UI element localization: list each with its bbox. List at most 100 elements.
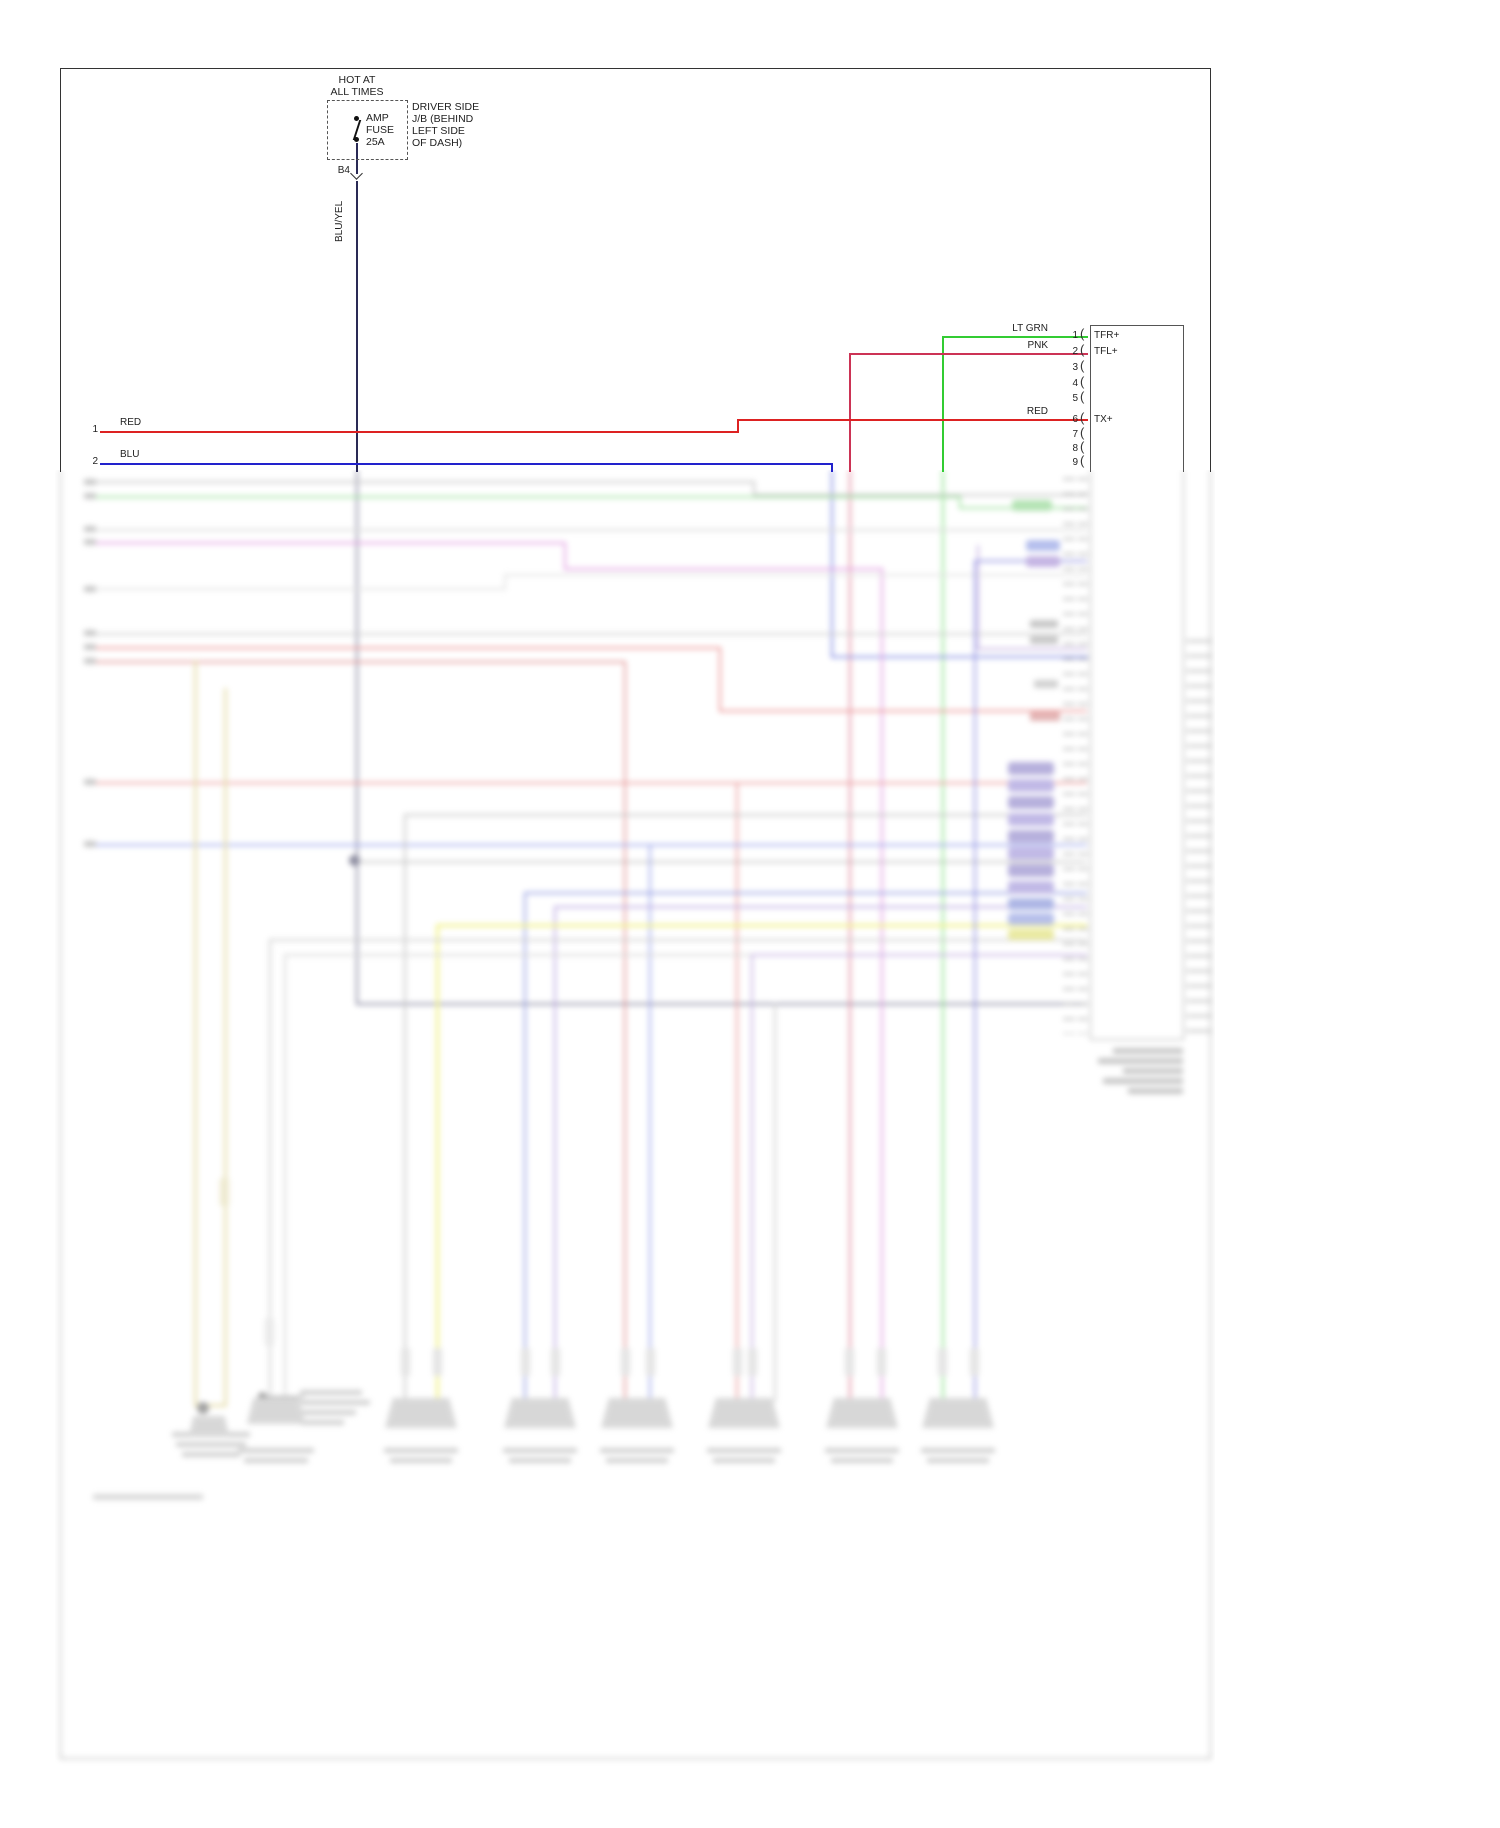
wire-segment bbox=[753, 481, 755, 496]
pin-strip bbox=[1063, 478, 1075, 1034]
terminal-bracket-icon: ( bbox=[1080, 453, 1085, 468]
pin-number: 2 bbox=[1072, 346, 1078, 357]
wire-color-label-blu-yel: BLU/YEL bbox=[334, 200, 345, 242]
wire-segment bbox=[942, 470, 944, 1402]
blur-shape bbox=[621, 1348, 630, 1376]
blur-shape bbox=[176, 1442, 246, 1447]
blur-shape bbox=[600, 1448, 674, 1453]
jb-line1: DRIVER SIDE bbox=[412, 101, 480, 113]
fuse-dashed-box bbox=[327, 100, 408, 160]
wire-segment bbox=[850, 353, 1088, 355]
pin-number: 8 bbox=[1072, 443, 1078, 454]
wire-segment bbox=[194, 1404, 227, 1407]
wire-segment bbox=[831, 656, 1088, 658]
blur-shape bbox=[258, 1392, 267, 1401]
wire-segment bbox=[719, 710, 1087, 712]
pin-strip bbox=[1078, 478, 1088, 1034]
blur-shape bbox=[84, 630, 96, 636]
wire-segment bbox=[1210, 68, 1211, 472]
hot-at-line2: ALL TIMES bbox=[330, 86, 384, 98]
fuse-terminal-dot bbox=[354, 137, 359, 142]
wire-segment bbox=[977, 545, 979, 650]
wire-segment bbox=[60, 68, 1211, 69]
blur-shape bbox=[606, 1458, 668, 1463]
wire-segment bbox=[95, 661, 626, 663]
blur-shape bbox=[1012, 500, 1052, 511]
wire-color-label-pnk: PNK bbox=[1027, 340, 1048, 351]
pin-number: 3 bbox=[1072, 362, 1078, 373]
wire-segment bbox=[554, 906, 556, 1402]
wire-segment bbox=[849, 353, 851, 472]
pin-number: 5 bbox=[1072, 393, 1078, 404]
circuit-number: 2 bbox=[92, 456, 98, 467]
connector-symbol bbox=[826, 1398, 898, 1428]
wire-segment bbox=[95, 588, 506, 590]
blur-shape bbox=[877, 1348, 886, 1376]
blur-shape bbox=[84, 479, 96, 485]
blur-shape bbox=[1008, 762, 1054, 775]
wire-segment bbox=[60, 1758, 1211, 1759]
blur-shape bbox=[265, 1318, 274, 1346]
wire-segment bbox=[262, 1396, 304, 1398]
blur-shape bbox=[182, 1452, 240, 1457]
jb-line4: OF DASH) bbox=[412, 137, 463, 149]
blur-shape bbox=[244, 1458, 308, 1463]
wire-segment bbox=[719, 647, 721, 712]
terminal-bracket-icon: ( bbox=[1080, 425, 1085, 440]
blur-shape bbox=[831, 1458, 893, 1463]
wire-segment bbox=[943, 336, 1088, 338]
blur-shape bbox=[733, 1348, 742, 1376]
blur-shape bbox=[509, 1458, 571, 1463]
blur-shape bbox=[503, 1448, 577, 1453]
blur-shape bbox=[433, 1348, 442, 1376]
pin-signal-label: TX+ bbox=[1094, 414, 1113, 425]
wire-segment bbox=[736, 782, 738, 1402]
wire-segment bbox=[95, 633, 1087, 635]
blur-shape bbox=[84, 644, 96, 650]
blur-shape bbox=[84, 658, 96, 664]
wire-segment bbox=[95, 496, 961, 498]
blur-shape bbox=[921, 1448, 995, 1453]
pin-number: 9 bbox=[1072, 457, 1078, 468]
connector-symbol bbox=[922, 1398, 994, 1428]
blur-shape bbox=[845, 1348, 854, 1376]
wire-segment bbox=[436, 924, 439, 1402]
wire-segment bbox=[60, 470, 61, 1759]
wire-segment bbox=[753, 494, 1087, 496]
wire-segment bbox=[356, 181, 358, 472]
blur-shape bbox=[521, 1348, 530, 1376]
wire-segment bbox=[95, 542, 566, 544]
terminal-bracket-icon: ( bbox=[1080, 410, 1085, 425]
blur-shape bbox=[927, 1458, 989, 1463]
wire-segment bbox=[356, 143, 358, 174]
blur-shape bbox=[1113, 1048, 1183, 1054]
blur-shape bbox=[197, 1402, 209, 1414]
wire-segment bbox=[831, 470, 833, 658]
blur-shape bbox=[1008, 881, 1054, 894]
connector-symbol bbox=[601, 1398, 673, 1428]
connector-symbol bbox=[189, 1416, 229, 1436]
blur-shape bbox=[707, 1448, 781, 1453]
blur-shape bbox=[1026, 540, 1060, 551]
blur-shape bbox=[1098, 1058, 1183, 1064]
wire-segment bbox=[224, 688, 227, 1407]
blur-shape bbox=[84, 539, 96, 545]
wire-segment bbox=[60, 68, 61, 472]
wire-segment bbox=[284, 954, 1087, 956]
blur-shape bbox=[84, 779, 96, 785]
terminal-bracket-icon: ( bbox=[1080, 342, 1085, 357]
amplifier-connector-box bbox=[1090, 325, 1184, 472]
blur-shape bbox=[349, 855, 360, 866]
jb-line2: J/B (BEHIND bbox=[412, 113, 474, 125]
hot-at-line1: HOT AT bbox=[338, 74, 376, 86]
connector-symbol bbox=[504, 1398, 576, 1428]
blur-shape bbox=[1008, 796, 1054, 809]
wire-segment bbox=[436, 924, 1087, 927]
blur-shape bbox=[1123, 1068, 1183, 1074]
wire-segment bbox=[504, 575, 506, 590]
blur-shape bbox=[384, 1448, 458, 1453]
wire-segment bbox=[95, 529, 1087, 531]
wire-segment bbox=[524, 892, 1087, 894]
fuse-label-line1: AMP bbox=[366, 112, 389, 124]
